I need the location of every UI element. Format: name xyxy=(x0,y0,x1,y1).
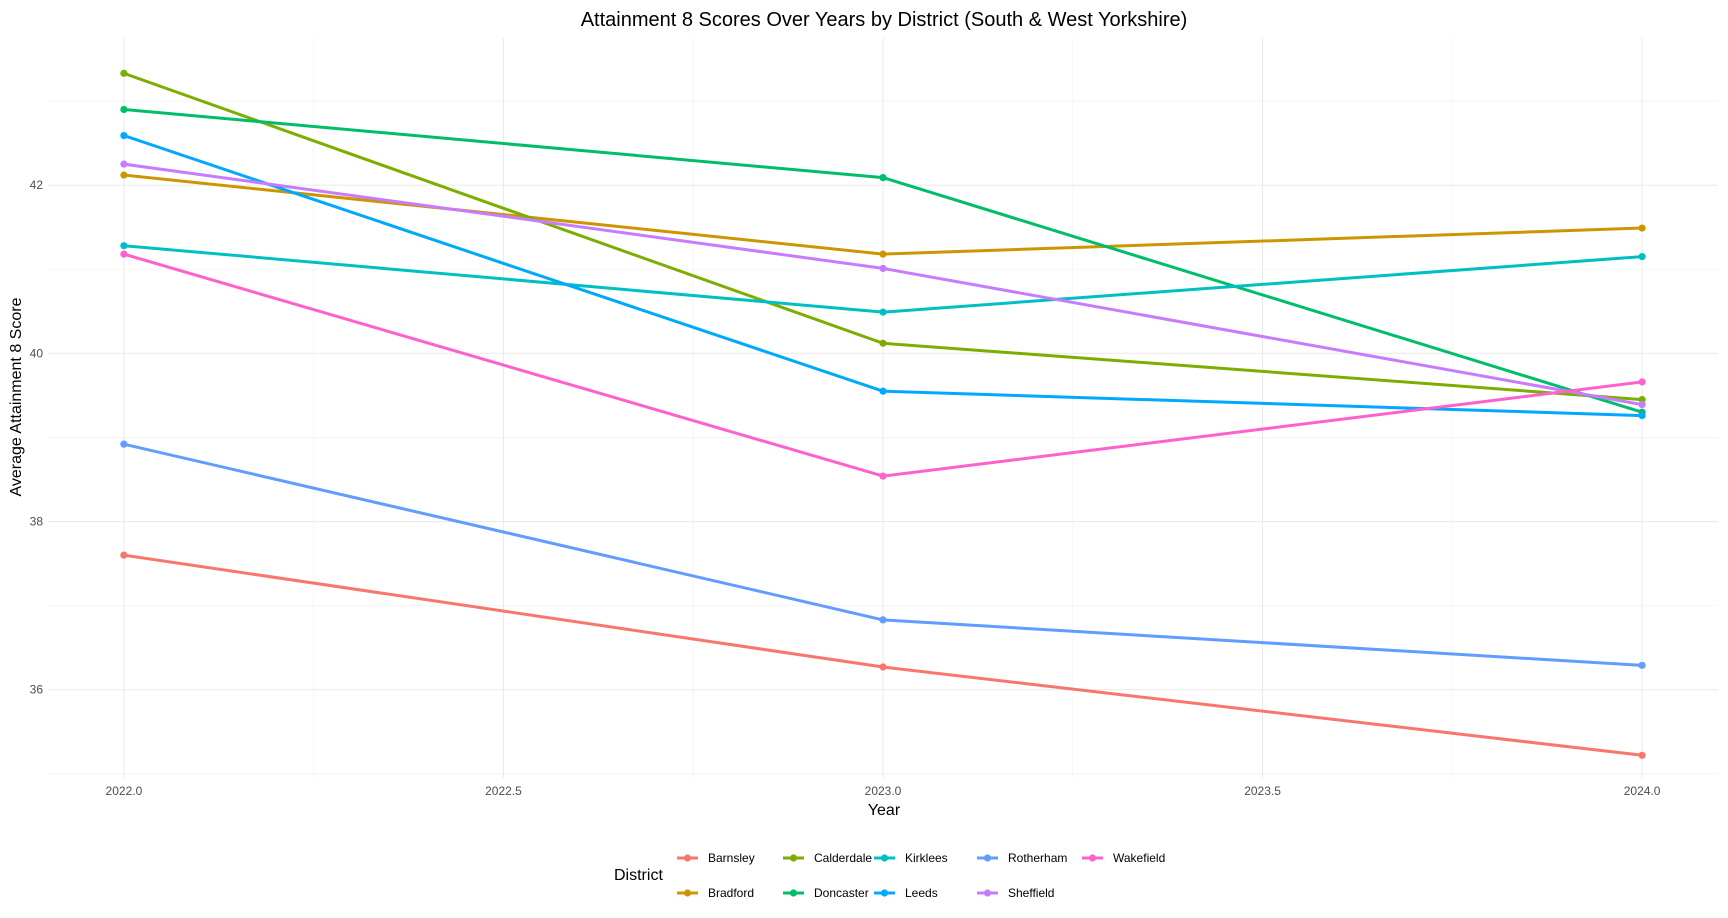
legend-label: Bradford xyxy=(708,886,754,900)
y-tick-label: 40 xyxy=(30,346,44,360)
legend-label: Doncaster xyxy=(814,886,869,900)
legend-key-point xyxy=(789,889,798,897)
data-point-leeds xyxy=(879,387,887,395)
legend-key-point xyxy=(880,854,889,862)
legend-item-wakefield: Wakefield xyxy=(1082,851,1165,865)
data-point-kirklees xyxy=(879,308,887,316)
x-tick-label: 2023.5 xyxy=(1244,784,1281,798)
series-doncaster xyxy=(120,105,1646,416)
data-point-rotherham xyxy=(1638,661,1646,669)
data-point-doncaster xyxy=(120,105,128,114)
x-tick-label: 2022.5 xyxy=(485,784,522,798)
x-tick-label: 2022.0 xyxy=(106,784,143,798)
data-point-barnsley xyxy=(120,551,128,559)
legend-item-bradford: Bradford xyxy=(677,886,754,900)
legend-item-sheffield: Sheffield xyxy=(977,886,1054,900)
legend-item-barnsley: Barnsley xyxy=(677,851,755,865)
data-point-wakefield xyxy=(879,472,887,480)
y-axis-ticks: 36 38 40 42 xyxy=(30,178,44,697)
data-point-barnsley xyxy=(879,663,887,671)
data-point-calderdale xyxy=(879,339,887,347)
x-tick-label: 2024.0 xyxy=(1624,784,1661,798)
series-kirklees xyxy=(120,242,1646,316)
series-leeds xyxy=(120,131,1646,420)
data-point-rotherham xyxy=(120,440,128,448)
legend-key-point xyxy=(983,889,992,897)
series-bradford xyxy=(120,171,1646,258)
x-axis-title: Year xyxy=(868,802,901,819)
legend: District Barnsley Bradford Calderdale Donca… xyxy=(614,851,1165,900)
legend-item-rotherham: Rotherham xyxy=(977,851,1067,865)
series-wakefield xyxy=(120,250,1646,480)
legend-item-doncaster: Doncaster xyxy=(783,886,869,900)
series-layer xyxy=(120,69,1646,759)
legend-key-point xyxy=(789,854,798,862)
y-tick-label: 42 xyxy=(30,178,44,192)
data-point-calderdale xyxy=(1638,395,1646,404)
data-point-calderdale xyxy=(120,69,128,77)
legend-label: Sheffield xyxy=(1008,886,1054,900)
legend-label: Calderdale xyxy=(814,851,872,865)
series-barnsley xyxy=(120,551,1646,759)
data-point-rotherham xyxy=(879,616,887,624)
y-axis-title: Average Attainment 8 Score xyxy=(8,297,25,496)
data-point-leeds xyxy=(120,131,128,140)
data-point-doncaster xyxy=(879,173,887,182)
data-point-bradford xyxy=(120,171,128,179)
data-point-kirklees xyxy=(1638,253,1646,261)
legend-label: Rotherham xyxy=(1008,851,1067,865)
legend-title: District xyxy=(614,867,663,884)
data-point-bradford xyxy=(879,250,887,258)
data-point-leeds xyxy=(1638,411,1646,420)
legend-item-kirklees: Kirklees xyxy=(874,851,948,865)
data-point-bradford xyxy=(1638,224,1646,232)
x-axis-ticks: 2022.0 2022.5 2023.0 2023.5 2024.0 xyxy=(106,784,1661,798)
chart-title: Attainment 8 Scores Over Years by Distri… xyxy=(581,9,1188,31)
legend-key-point xyxy=(683,889,692,897)
legend-label: Kirklees xyxy=(905,851,948,865)
data-point-sheffield xyxy=(879,264,887,273)
series-rotherham xyxy=(120,440,1646,669)
legend-label: Leeds xyxy=(905,886,938,900)
y-tick-label: 36 xyxy=(30,683,44,697)
legend-item-leeds: Leeds xyxy=(874,886,938,900)
data-point-wakefield xyxy=(120,250,128,258)
x-tick-label: 2023.0 xyxy=(865,784,902,798)
series-sheffield xyxy=(120,160,1646,409)
data-point-barnsley xyxy=(1638,751,1646,759)
data-point-sheffield xyxy=(120,160,128,168)
series-calderdale xyxy=(120,69,1646,404)
legend-item-calderdale: Calderdale xyxy=(783,851,872,865)
legend-key-point xyxy=(983,854,992,862)
legend-label: Barnsley xyxy=(708,851,755,865)
data-point-wakefield xyxy=(1638,378,1646,386)
y-tick-label: 38 xyxy=(30,515,44,529)
legend-key-point xyxy=(683,854,692,862)
legend-key-point xyxy=(1088,854,1097,862)
legend-label: Wakefield xyxy=(1113,851,1165,865)
legend-key-point xyxy=(880,889,889,897)
data-point-sheffield xyxy=(1638,401,1646,409)
data-point-kirklees xyxy=(120,242,128,250)
